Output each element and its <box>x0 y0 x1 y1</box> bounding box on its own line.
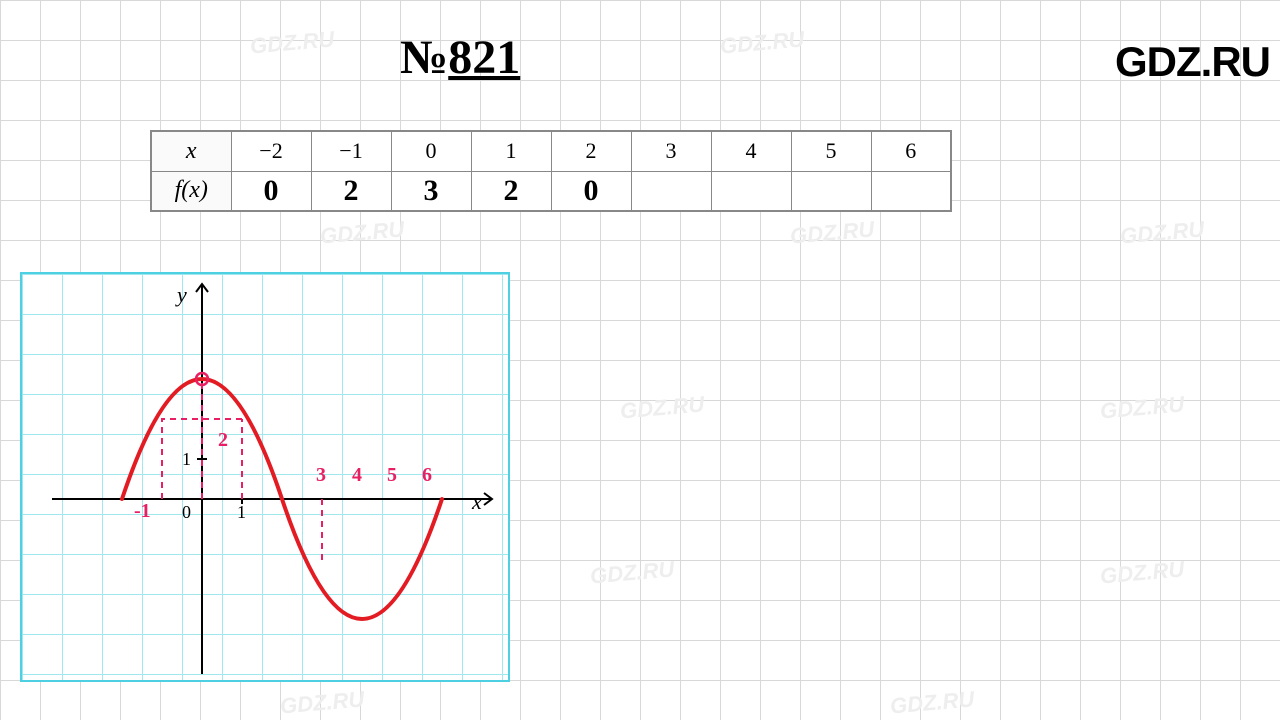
x-cell: 0 <box>391 131 471 171</box>
x-axis-label: x <box>472 489 482 515</box>
x-cell: 6 <box>871 131 951 171</box>
title-number: 821 <box>448 31 520 84</box>
row-label-x: x <box>151 131 231 171</box>
fx-cell: 2 <box>311 171 391 211</box>
x-cell: 3 <box>631 131 711 171</box>
x-cell: 4 <box>711 131 791 171</box>
fx-cell: 0 <box>231 171 311 211</box>
fx-cell <box>631 171 711 211</box>
hand-annotation: 2 <box>218 429 228 452</box>
y-axis-line <box>196 284 208 674</box>
table-row-fx: f(x) 0 2 3 2 0 <box>151 171 951 211</box>
exercise-number-title: №821 <box>400 30 520 85</box>
x-cell: −1 <box>311 131 391 171</box>
hand-annotation: -1 <box>134 500 151 523</box>
hand-annotation: 3 <box>316 464 326 487</box>
fx-cell <box>871 171 951 211</box>
fx-cell <box>711 171 791 211</box>
x-cell: −2 <box>231 131 311 171</box>
row-label-fx: f(x) <box>151 171 231 211</box>
site-logo: GDZ.RU <box>1115 38 1270 86</box>
table-row-x: x −2 −1 0 1 2 3 4 5 6 <box>151 131 951 171</box>
graph-panel: y x 0 1 1 2 -1 3 4 5 6 <box>20 272 510 682</box>
value-table: x −2 −1 0 1 2 3 4 5 6 f(x) 0 2 3 2 0 <box>150 130 952 212</box>
fx-cell: 3 <box>391 171 471 211</box>
hand-annotation: 4 <box>352 464 362 487</box>
graph-svg <box>22 274 512 684</box>
y-axis-label: y <box>177 282 187 308</box>
title-prefix: № <box>400 31 448 84</box>
x-cell: 2 <box>551 131 631 171</box>
hand-annotation: 6 <box>422 464 432 487</box>
y-tick-label: 1 <box>182 449 191 470</box>
x-axis-line <box>52 493 492 505</box>
hand-annotation: 5 <box>387 464 397 487</box>
fx-cell <box>791 171 871 211</box>
x-tick-label: 1 <box>237 502 246 523</box>
fx-cell: 0 <box>551 171 631 211</box>
x-cell: 5 <box>791 131 871 171</box>
fx-cell: 2 <box>471 171 551 211</box>
x-cell: 1 <box>471 131 551 171</box>
origin-label: 0 <box>182 502 191 523</box>
